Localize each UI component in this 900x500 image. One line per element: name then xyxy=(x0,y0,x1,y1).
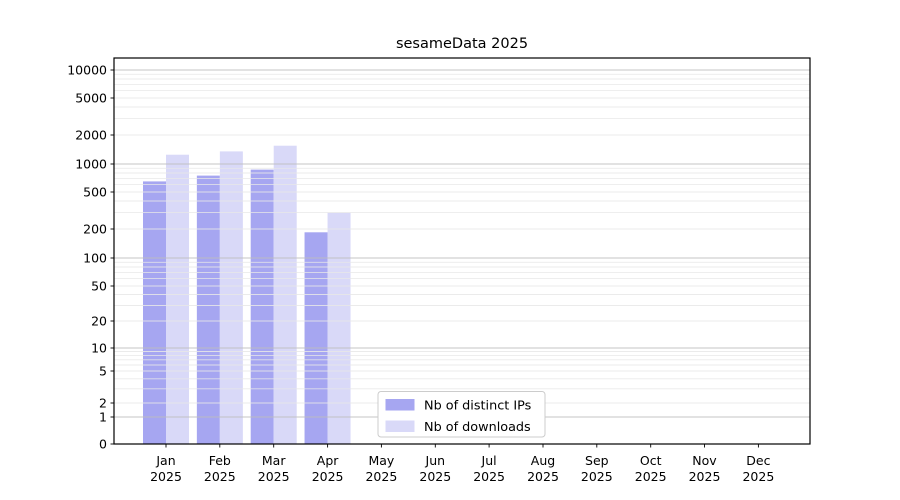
x-tick-month: Feb xyxy=(209,453,231,468)
x-tick-year: 2025 xyxy=(312,469,344,484)
x-tick-month: Jul xyxy=(481,453,497,468)
legend: Nb of distinct IPs Nb of downloads xyxy=(377,391,546,438)
y-tick-label: 10000 xyxy=(67,62,107,77)
y-tick-label: 500 xyxy=(83,184,107,199)
y-tick-label: 5 xyxy=(99,363,107,378)
bar-distinct-ips-jan xyxy=(143,181,166,444)
y-tick-label: 0 xyxy=(99,436,107,451)
x-axis: Jan2025Feb2025Mar2025Apr2025May2025Jun20… xyxy=(150,444,774,484)
y-tick-label: 5000 xyxy=(75,90,107,105)
plot-border xyxy=(113,57,811,445)
x-tick-month: Aug xyxy=(531,453,555,468)
x-tick-year: 2025 xyxy=(527,469,559,484)
x-tick-year: 2025 xyxy=(581,469,613,484)
bar-downloads-feb xyxy=(219,151,243,444)
x-tick-year: 2025 xyxy=(419,469,451,484)
x-tick-year: 2025 xyxy=(473,469,505,484)
x-tick-month: Apr xyxy=(317,453,339,468)
y-tick-label: 50 xyxy=(91,278,107,293)
legend-swatch-distinct-ips xyxy=(385,399,415,411)
x-tick-month: Oct xyxy=(640,453,662,468)
y-tick-label: 1000 xyxy=(75,156,107,171)
x-tick-year: 2025 xyxy=(742,469,774,484)
y-tick-label: 2 xyxy=(99,395,107,410)
y-tick-label: 100 xyxy=(83,250,107,265)
x-tick-month: Mar xyxy=(262,453,286,468)
legend-label-distinct-ips: Nb of distinct IPs xyxy=(424,399,532,414)
x-tick-month: Dec xyxy=(746,453,770,468)
x-tick-year: 2025 xyxy=(258,469,290,484)
x-tick-month: Jun xyxy=(425,453,446,468)
legend-label-downloads: Nb of downloads xyxy=(424,420,531,435)
x-tick-year: 2025 xyxy=(689,469,721,484)
x-tick-month: Jan xyxy=(155,453,175,468)
x-tick-year: 2025 xyxy=(204,469,236,484)
bar-distinct-ips-apr xyxy=(304,232,328,444)
legend-swatch-downloads xyxy=(385,420,415,432)
bar-distinct-ips-mar xyxy=(250,169,274,444)
x-tick-year: 2025 xyxy=(150,469,182,484)
x-tick-month: May xyxy=(368,453,394,468)
minor-gridlines xyxy=(114,73,810,404)
legend-box xyxy=(377,391,546,438)
y-tick-label: 20 xyxy=(91,313,107,328)
chart-title: sesameData 2025 xyxy=(395,36,529,52)
x-tick-month: Nov xyxy=(692,453,717,468)
x-tick-month: Sep xyxy=(585,453,609,468)
y-axis: 0 12 5 10 20 50 100 200 500 1000 2000 5000 10000 xyxy=(67,62,114,451)
x-tick-year: 2025 xyxy=(365,469,397,484)
y-tick-label: 1 xyxy=(99,409,107,424)
y-tick-label: 200 xyxy=(83,221,107,236)
bar-distinct-ips-feb xyxy=(196,175,220,444)
bar-downloads-jan xyxy=(166,154,189,444)
bar-downloads-apr xyxy=(327,212,351,444)
y-tick-label: 2000 xyxy=(75,127,107,142)
x-tick-year: 2025 xyxy=(635,469,667,484)
y-tick-label: 10 xyxy=(91,340,107,355)
